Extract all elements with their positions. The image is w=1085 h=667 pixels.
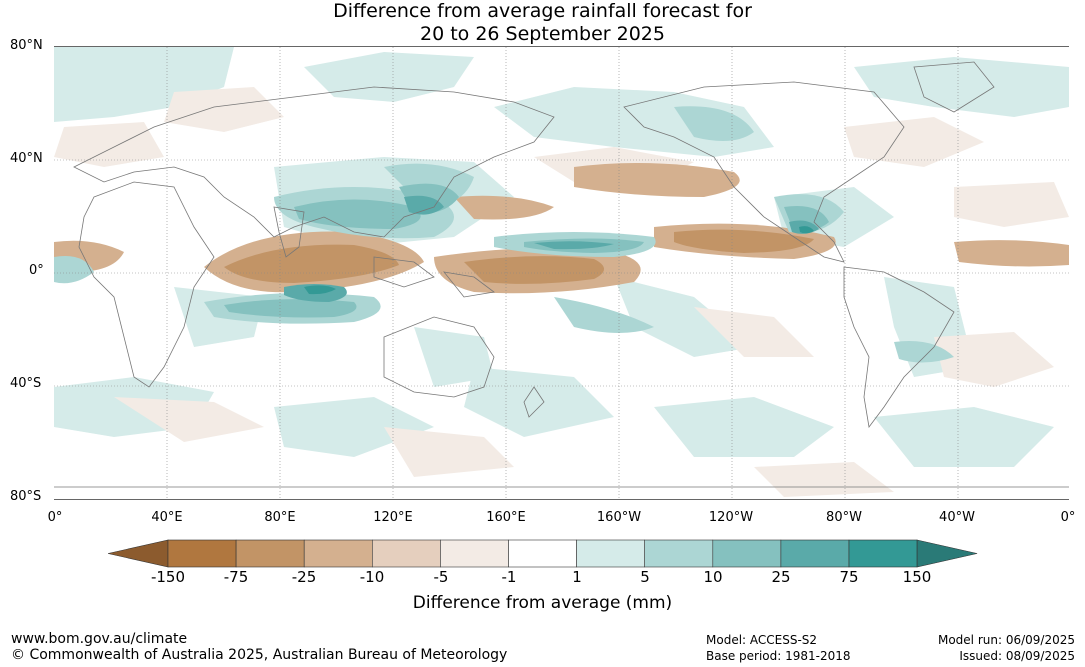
lat-label-80n: 80°N bbox=[10, 38, 43, 53]
colorbar-tick: -150 bbox=[150, 568, 186, 586]
colorbar-segment bbox=[371, 539, 441, 568]
colorbar-tick: 10 bbox=[703, 568, 723, 586]
lat-label-80s: 80°S bbox=[10, 489, 42, 504]
graticule bbox=[54, 47, 1069, 499]
model-name: Model: ACCESS-S2 bbox=[706, 633, 818, 647]
colorbar-segment bbox=[576, 539, 646, 568]
lon-label-80e: 80°E bbox=[264, 510, 296, 525]
lon-label-80w: 80°W bbox=[826, 510, 862, 525]
lat-label-equator: 0° bbox=[29, 263, 44, 278]
base-period: Base period: 1981-2018 bbox=[706, 649, 851, 663]
website-link[interactable]: www.bom.gov.au/climate bbox=[11, 631, 188, 647]
map-canvas bbox=[54, 47, 1069, 499]
colorbar-tick: -10 bbox=[359, 568, 385, 586]
lon-label-0-left: 0° bbox=[47, 510, 63, 525]
colorbar-label: Difference from average (mm) bbox=[412, 593, 673, 613]
lon-label-160w: 160°W bbox=[596, 510, 642, 525]
model-run-date: Model run: 06/09/2025 bbox=[937, 633, 1075, 647]
lon-label-40e: 40°E bbox=[151, 510, 183, 525]
lon-label-160e: 160°E bbox=[486, 510, 526, 525]
issued-date: Issued: 08/09/2025 bbox=[959, 649, 1075, 663]
lat-label-40n: 40°N bbox=[10, 151, 43, 166]
coastlines bbox=[54, 61, 1069, 488]
colorbar-tick: 1 bbox=[572, 568, 582, 586]
anomaly-neg25-neg75-regions bbox=[224, 229, 814, 284]
colorbar bbox=[108, 539, 978, 568]
footer-model-info: Model: ACCESS-S2 Base period: 1981-2018 bbox=[706, 632, 851, 664]
colorbar-segment bbox=[303, 539, 373, 568]
colorbar-tick: -1 bbox=[501, 568, 517, 586]
colorbar-tick: -5 bbox=[433, 568, 449, 586]
lon-label-40w: 40°W bbox=[939, 510, 975, 525]
colorbar-segment bbox=[712, 539, 782, 568]
lon-label-0-right: 0° bbox=[1060, 510, 1076, 525]
colorbar-segment bbox=[848, 539, 918, 568]
colorbar-segment bbox=[235, 539, 305, 568]
colorbar-segment bbox=[644, 539, 714, 568]
colorbar-tick: 150 bbox=[902, 568, 932, 586]
map-title: Difference from average rainfall forecas… bbox=[0, 0, 1085, 46]
colorbar-tick: 75 bbox=[839, 568, 859, 586]
footer-source: www.bom.gov.au/climate © Commonwealth of… bbox=[11, 631, 507, 663]
colorbar-segment bbox=[508, 539, 577, 568]
colorbar-segment bbox=[780, 539, 850, 568]
colorbar-tick: -25 bbox=[291, 568, 317, 586]
colorbar-extend-high bbox=[916, 539, 978, 568]
rainfall-anomaly-map bbox=[54, 46, 1069, 500]
colorbar-tick: 5 bbox=[640, 568, 650, 586]
anomaly-75-150-regions bbox=[304, 226, 814, 295]
colorbar-tick: -75 bbox=[223, 568, 249, 586]
title-line-1: Difference from average rainfall forecas… bbox=[333, 0, 752, 22]
title-line-2: 20 to 26 September 2025 bbox=[420, 23, 665, 45]
lon-label-120w: 120°W bbox=[708, 510, 754, 525]
colorbar-extend-low bbox=[108, 539, 169, 568]
colorbar-segment bbox=[440, 539, 509, 568]
lon-label-120e: 120°E bbox=[373, 510, 413, 525]
colorbar-tick: 25 bbox=[771, 568, 791, 586]
footer-dates: Model run: 06/09/2025 Issued: 08/09/2025 bbox=[938, 632, 1075, 664]
colorbar-segment bbox=[167, 539, 237, 568]
lat-label-40s: 40°S bbox=[10, 376, 42, 391]
copyright-text: © Commonwealth of Australia 2025, Austra… bbox=[11, 647, 508, 663]
